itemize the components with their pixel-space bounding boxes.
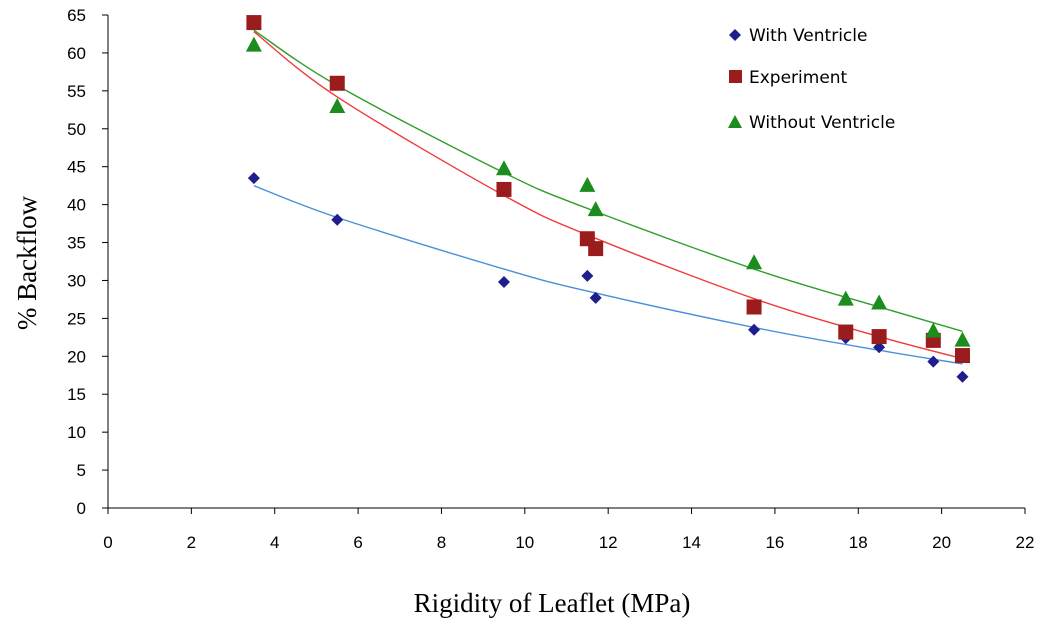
x-tick-label: 16: [765, 533, 784, 552]
point-with-ventricle: [331, 213, 344, 226]
x-tick-label: 14: [682, 533, 701, 552]
y-tick-label: 65: [67, 6, 86, 25]
legend-item-with-ventricle: With Ventricle: [729, 26, 867, 46]
trendline-with-ventricle: [253, 185, 963, 365]
y-tick-label: 15: [67, 385, 86, 404]
y-tick-label: 30: [67, 271, 86, 290]
point-experiment: [588, 241, 604, 257]
x-tick-label: 18: [849, 533, 868, 552]
x-tick-label: 8: [437, 533, 446, 552]
point-experiment: [838, 324, 854, 340]
y-tick-group: 0 5 10 15 20 25 30 35 40 45 50 55 60 65: [67, 6, 108, 518]
x-tick-label: 12: [599, 533, 618, 552]
y-tick-label: 60: [67, 44, 86, 63]
plot-area: 0 5 10 15 20 25 30 35 40 45 50 55 60 65 0 2 4 6 8 10 12 14 16…: [67, 6, 1034, 552]
x-tick-label: 20: [932, 533, 951, 552]
point-without-ventricle: [579, 176, 596, 192]
point-without-ventricle: [746, 254, 763, 270]
point-without-ventricle: [871, 294, 888, 310]
y-tick-label: 0: [77, 499, 86, 518]
y-tick-label: 50: [67, 120, 86, 139]
trendline-experiment: [253, 31, 963, 360]
y-tick-label: 20: [67, 347, 86, 366]
x-tick-label: 10: [515, 533, 534, 552]
legend-label-with-ventricle: With Ventricle: [749, 26, 867, 46]
y-tick-label: 45: [67, 158, 86, 177]
marker-group: [245, 15, 971, 383]
point-with-ventricle: [589, 291, 602, 304]
x-tick-label: 4: [270, 533, 279, 552]
point-with-ventricle: [497, 275, 510, 288]
legend-label-without-ventricle: Without Ventricle: [749, 113, 895, 133]
point-experiment: [954, 348, 970, 364]
x-tick-label: 0: [103, 533, 112, 552]
y-tick-label: 40: [67, 196, 86, 215]
point-without-ventricle: [587, 201, 604, 217]
point-experiment: [329, 75, 345, 91]
point-without-ventricle: [329, 98, 346, 114]
x-tick-group: 0 2 4 6 8 10 12 14 16 18 20 22: [103, 508, 1034, 552]
point-experiment: [746, 299, 762, 315]
legend-item-without-ventricle: Without Ventricle: [728, 113, 895, 133]
point-without-ventricle: [925, 322, 942, 338]
y-tick-label: 55: [67, 82, 86, 101]
trendline-group: [253, 29, 963, 365]
point-with-ventricle: [247, 172, 260, 185]
point-experiment: [246, 15, 262, 31]
point-experiment: [496, 181, 512, 197]
legend-square-icon: [729, 70, 742, 83]
legend-diamond-icon: [729, 29, 741, 41]
legend-label-experiment: Experiment: [749, 68, 848, 88]
y-tick-label: 25: [67, 309, 86, 328]
point-with-ventricle: [956, 370, 969, 383]
trendline-without-ventricle: [253, 29, 963, 332]
point-with-ventricle: [748, 323, 761, 336]
point-without-ventricle: [245, 36, 262, 52]
x-tick-label: 6: [353, 533, 362, 552]
x-tick-label: 2: [187, 533, 196, 552]
y-tick-label: 35: [67, 234, 86, 253]
legend: With Ventricle Experiment Without Ventri…: [728, 26, 895, 133]
y-tick-label: 10: [67, 423, 86, 442]
point-with-ventricle: [927, 355, 940, 368]
x-tick-label: 22: [1016, 533, 1035, 552]
point-experiment: [871, 329, 887, 345]
point-without-ventricle: [495, 160, 512, 176]
point-with-ventricle: [873, 341, 886, 354]
legend-triangle-icon: [728, 115, 742, 128]
point-with-ventricle: [581, 269, 594, 282]
y-axis-title: % Backflow: [12, 195, 42, 330]
point-without-ventricle: [954, 331, 971, 347]
legend-item-experiment: Experiment: [729, 68, 848, 88]
x-axis-title: Rigidity of Leaflet (MPa): [414, 588, 691, 618]
y-tick-label: 5: [77, 461, 86, 480]
point-without-ventricle: [837, 290, 854, 306]
